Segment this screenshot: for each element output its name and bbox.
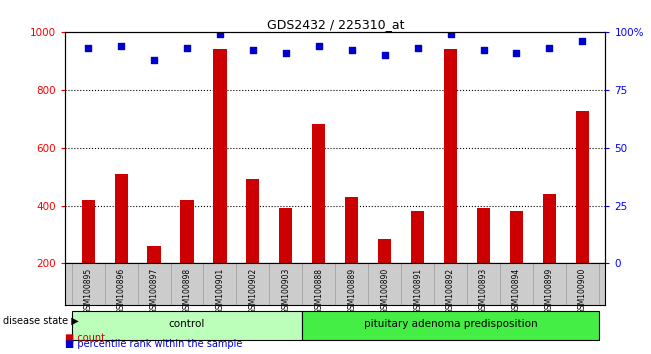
Text: GSM100892: GSM100892 <box>446 268 455 314</box>
Bar <box>148 246 161 263</box>
Bar <box>279 209 292 263</box>
Point <box>83 45 93 51</box>
Point <box>182 45 192 51</box>
Point <box>149 57 159 62</box>
Point <box>478 47 489 53</box>
Point <box>544 45 555 51</box>
Bar <box>72 311 302 339</box>
Bar <box>214 49 227 263</box>
Text: GSM100899: GSM100899 <box>545 268 554 314</box>
Point <box>511 50 521 56</box>
Point <box>380 52 390 58</box>
Point <box>281 50 291 56</box>
Bar <box>345 197 358 263</box>
Bar <box>246 179 260 263</box>
Bar <box>575 112 589 263</box>
Text: ■ count: ■ count <box>65 333 105 343</box>
Bar <box>543 194 556 263</box>
Text: GSM100902: GSM100902 <box>249 268 257 314</box>
Text: GSM100891: GSM100891 <box>413 268 422 314</box>
Point <box>215 32 225 37</box>
Text: GSM100900: GSM100900 <box>578 268 587 314</box>
Point <box>445 32 456 37</box>
Point <box>577 38 588 44</box>
Bar <box>411 211 424 263</box>
Bar <box>302 311 599 339</box>
Text: disease state ▶: disease state ▶ <box>3 315 79 325</box>
Text: GSM100901: GSM100901 <box>215 268 225 314</box>
Point <box>116 43 126 48</box>
Bar <box>115 174 128 263</box>
Text: GSM100903: GSM100903 <box>281 268 290 314</box>
Title: GDS2432 / 225310_at: GDS2432 / 225310_at <box>266 18 404 31</box>
Bar <box>81 200 95 263</box>
Point <box>413 45 423 51</box>
Text: GSM100896: GSM100896 <box>117 268 126 314</box>
Text: control: control <box>169 319 205 330</box>
Point <box>247 47 258 53</box>
Text: GSM100893: GSM100893 <box>479 268 488 314</box>
Text: GSM100889: GSM100889 <box>347 268 356 314</box>
Text: pituitary adenoma predisposition: pituitary adenoma predisposition <box>364 319 537 330</box>
Bar <box>510 211 523 263</box>
Bar <box>378 239 391 263</box>
Text: GSM100897: GSM100897 <box>150 268 159 314</box>
Bar <box>477 209 490 263</box>
Text: GSM100898: GSM100898 <box>182 268 191 314</box>
Point <box>346 47 357 53</box>
Bar <box>444 49 457 263</box>
Text: GSM100894: GSM100894 <box>512 268 521 314</box>
Text: GSM100888: GSM100888 <box>314 268 324 314</box>
Point <box>314 43 324 48</box>
Bar <box>180 200 193 263</box>
Text: GSM100890: GSM100890 <box>380 268 389 314</box>
Text: GSM100895: GSM100895 <box>84 268 92 314</box>
Bar <box>312 125 326 263</box>
Text: ■ percentile rank within the sample: ■ percentile rank within the sample <box>65 339 242 349</box>
